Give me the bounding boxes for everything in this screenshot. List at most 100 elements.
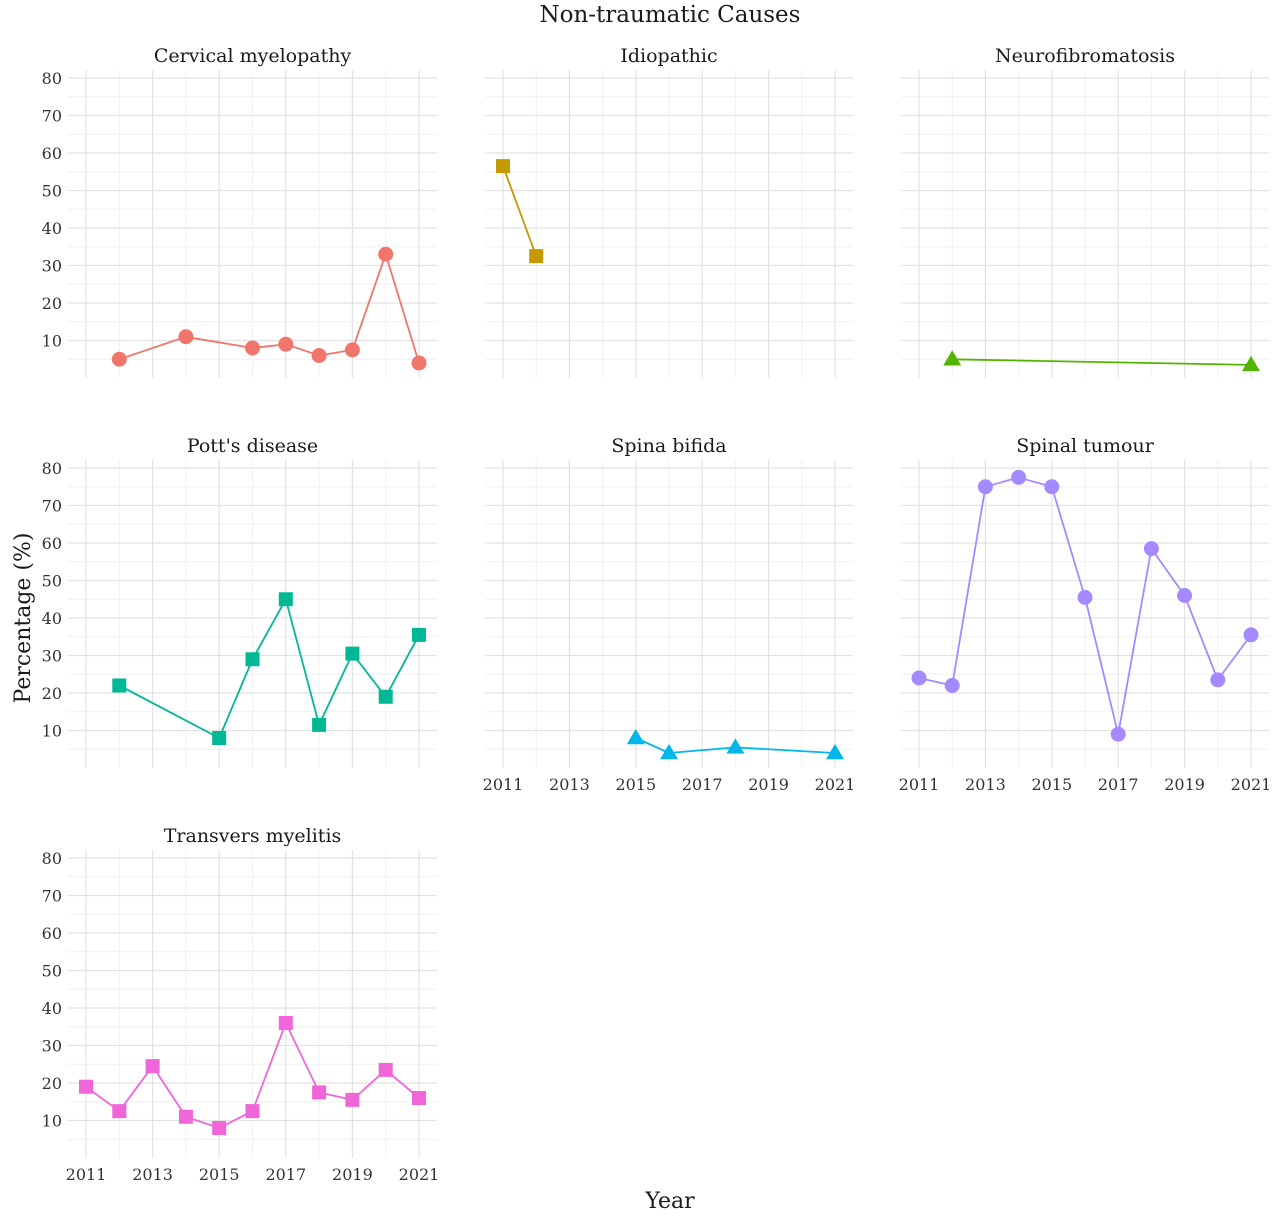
data-point xyxy=(412,627,426,642)
data-point xyxy=(278,1016,293,1030)
y-tick-label: 50 xyxy=(42,962,62,981)
y-tick-label: 60 xyxy=(42,534,62,553)
y-tick-label: 30 xyxy=(42,257,62,276)
data-point xyxy=(1143,541,1159,557)
data-point xyxy=(1242,355,1260,372)
series-line xyxy=(118,596,420,740)
x-tick-label: 2015 xyxy=(199,1165,240,1184)
data-point xyxy=(412,1091,426,1105)
data-point xyxy=(411,355,427,371)
data-point xyxy=(278,336,294,352)
panel-title: Spina bifida xyxy=(611,435,726,457)
data-point xyxy=(378,246,394,262)
x-tick-label: 2015 xyxy=(1031,775,1072,794)
panel-cervical-myelopathy: Cervical myelopathy 10 20 30 40 50 60 70 80 xyxy=(42,45,437,378)
x-tick-label: 2021 xyxy=(399,1165,440,1184)
y-tick-label: 80 xyxy=(42,69,62,88)
y-tick-label: 80 xyxy=(42,849,62,868)
data-point xyxy=(212,1121,227,1135)
y-tick-label: 50 xyxy=(42,572,62,591)
data-point xyxy=(178,329,194,345)
data-point xyxy=(626,729,645,745)
x-tick-label: 2017 xyxy=(1098,775,1139,794)
data-point xyxy=(911,670,927,686)
data-point xyxy=(112,1104,127,1119)
data-point xyxy=(178,1109,193,1124)
panel-title: Idiopathic xyxy=(620,45,717,67)
x-tick-label: 2017 xyxy=(265,1165,306,1184)
data-point xyxy=(1177,588,1193,603)
y-tick-label: 70 xyxy=(42,107,62,126)
data-point xyxy=(726,738,745,754)
y-tick-label: 30 xyxy=(42,647,62,666)
data-point xyxy=(345,646,360,661)
panel-title: Transvers myelitis xyxy=(164,825,342,847)
x-tick-label: 2019 xyxy=(1164,775,1205,794)
y-tick-label: 10 xyxy=(42,1112,62,1131)
data-point xyxy=(245,1104,260,1119)
panel-title: Neurofibromatosis xyxy=(995,45,1175,67)
data-point xyxy=(245,340,260,356)
x-tick-label: 2021 xyxy=(815,775,856,794)
y-tick-label: 70 xyxy=(42,497,62,516)
data-point xyxy=(344,342,360,358)
data-point xyxy=(944,678,960,693)
panel-transvers-myelitis: Transvers myelitis 10 20 30 40 50 60 70 80 2011 20… xyxy=(42,825,440,1184)
x-tick-label: 2011 xyxy=(899,775,940,794)
data-point xyxy=(496,159,510,174)
y-axis-title: Percentage (%) xyxy=(11,533,36,704)
figure-title: Non-traumatic Causes xyxy=(540,2,801,28)
y-tick-label: 20 xyxy=(42,684,62,703)
x-tick-label: 2013 xyxy=(965,775,1006,794)
data-point xyxy=(278,592,293,607)
x-axis-title: Year xyxy=(644,1189,695,1214)
chart-panels: Cervical myelopathy 10 20 30 40 50 60 70 80 Idiop… xyxy=(42,45,1272,1184)
y-tick-label: 50 xyxy=(42,182,62,201)
x-tick-label: 2017 xyxy=(682,775,723,794)
data-point xyxy=(312,717,327,732)
data-point xyxy=(977,479,993,495)
data-point xyxy=(826,744,844,760)
panel-spina-bifida: Spina bifida 2011 2013 2015 2017 2019 2021 xyxy=(483,435,856,794)
y-tick-label: 60 xyxy=(42,144,62,163)
series-line xyxy=(502,165,538,257)
data-point xyxy=(79,1079,93,1094)
data-point xyxy=(312,1085,327,1100)
y-tick-label: 20 xyxy=(42,1074,62,1093)
series-line xyxy=(952,358,1252,366)
panel-pott-s-disease: Pott's disease 10 20 30 40 50 60 70 80 xyxy=(42,435,437,768)
panel-neurofibromatosis: Neurofibromatosis xyxy=(901,45,1269,378)
y-tick-label: 70 xyxy=(42,887,62,906)
y-tick-label: 10 xyxy=(42,722,62,741)
data-point xyxy=(1243,627,1259,643)
data-point xyxy=(1011,469,1027,485)
data-point xyxy=(1077,589,1093,605)
data-point xyxy=(311,348,327,363)
y-tick-label: 30 xyxy=(42,1037,62,1056)
y-tick-label: 40 xyxy=(42,219,62,238)
data-point xyxy=(112,678,127,693)
y-tick-label: 80 xyxy=(42,459,62,478)
y-tick-label: 20 xyxy=(42,294,62,313)
series-line xyxy=(635,737,836,754)
data-point xyxy=(943,350,962,366)
data-point xyxy=(1210,672,1226,688)
data-point xyxy=(1044,479,1060,495)
panel-spinal-tumour: Spinal tumour 2011 2013 2015 2017 2019 2021 xyxy=(899,435,1272,794)
data-point xyxy=(529,249,544,264)
data-point xyxy=(245,652,260,667)
panel-idiopathic: Idiopathic xyxy=(485,45,853,378)
x-tick-label: 2021 xyxy=(1231,775,1272,794)
x-tick-label: 2011 xyxy=(483,775,524,794)
x-tick-label: 2013 xyxy=(132,1165,173,1184)
y-tick-label: 40 xyxy=(42,999,62,1018)
y-tick-label: 60 xyxy=(42,924,62,943)
data-point xyxy=(111,351,127,367)
panel-title: Cervical myelopathy xyxy=(154,45,352,67)
x-tick-label: 2015 xyxy=(615,775,656,794)
panel-title: Pott's disease xyxy=(187,435,318,457)
series-line xyxy=(119,251,420,364)
data-point xyxy=(212,731,227,745)
data-point xyxy=(378,689,393,704)
